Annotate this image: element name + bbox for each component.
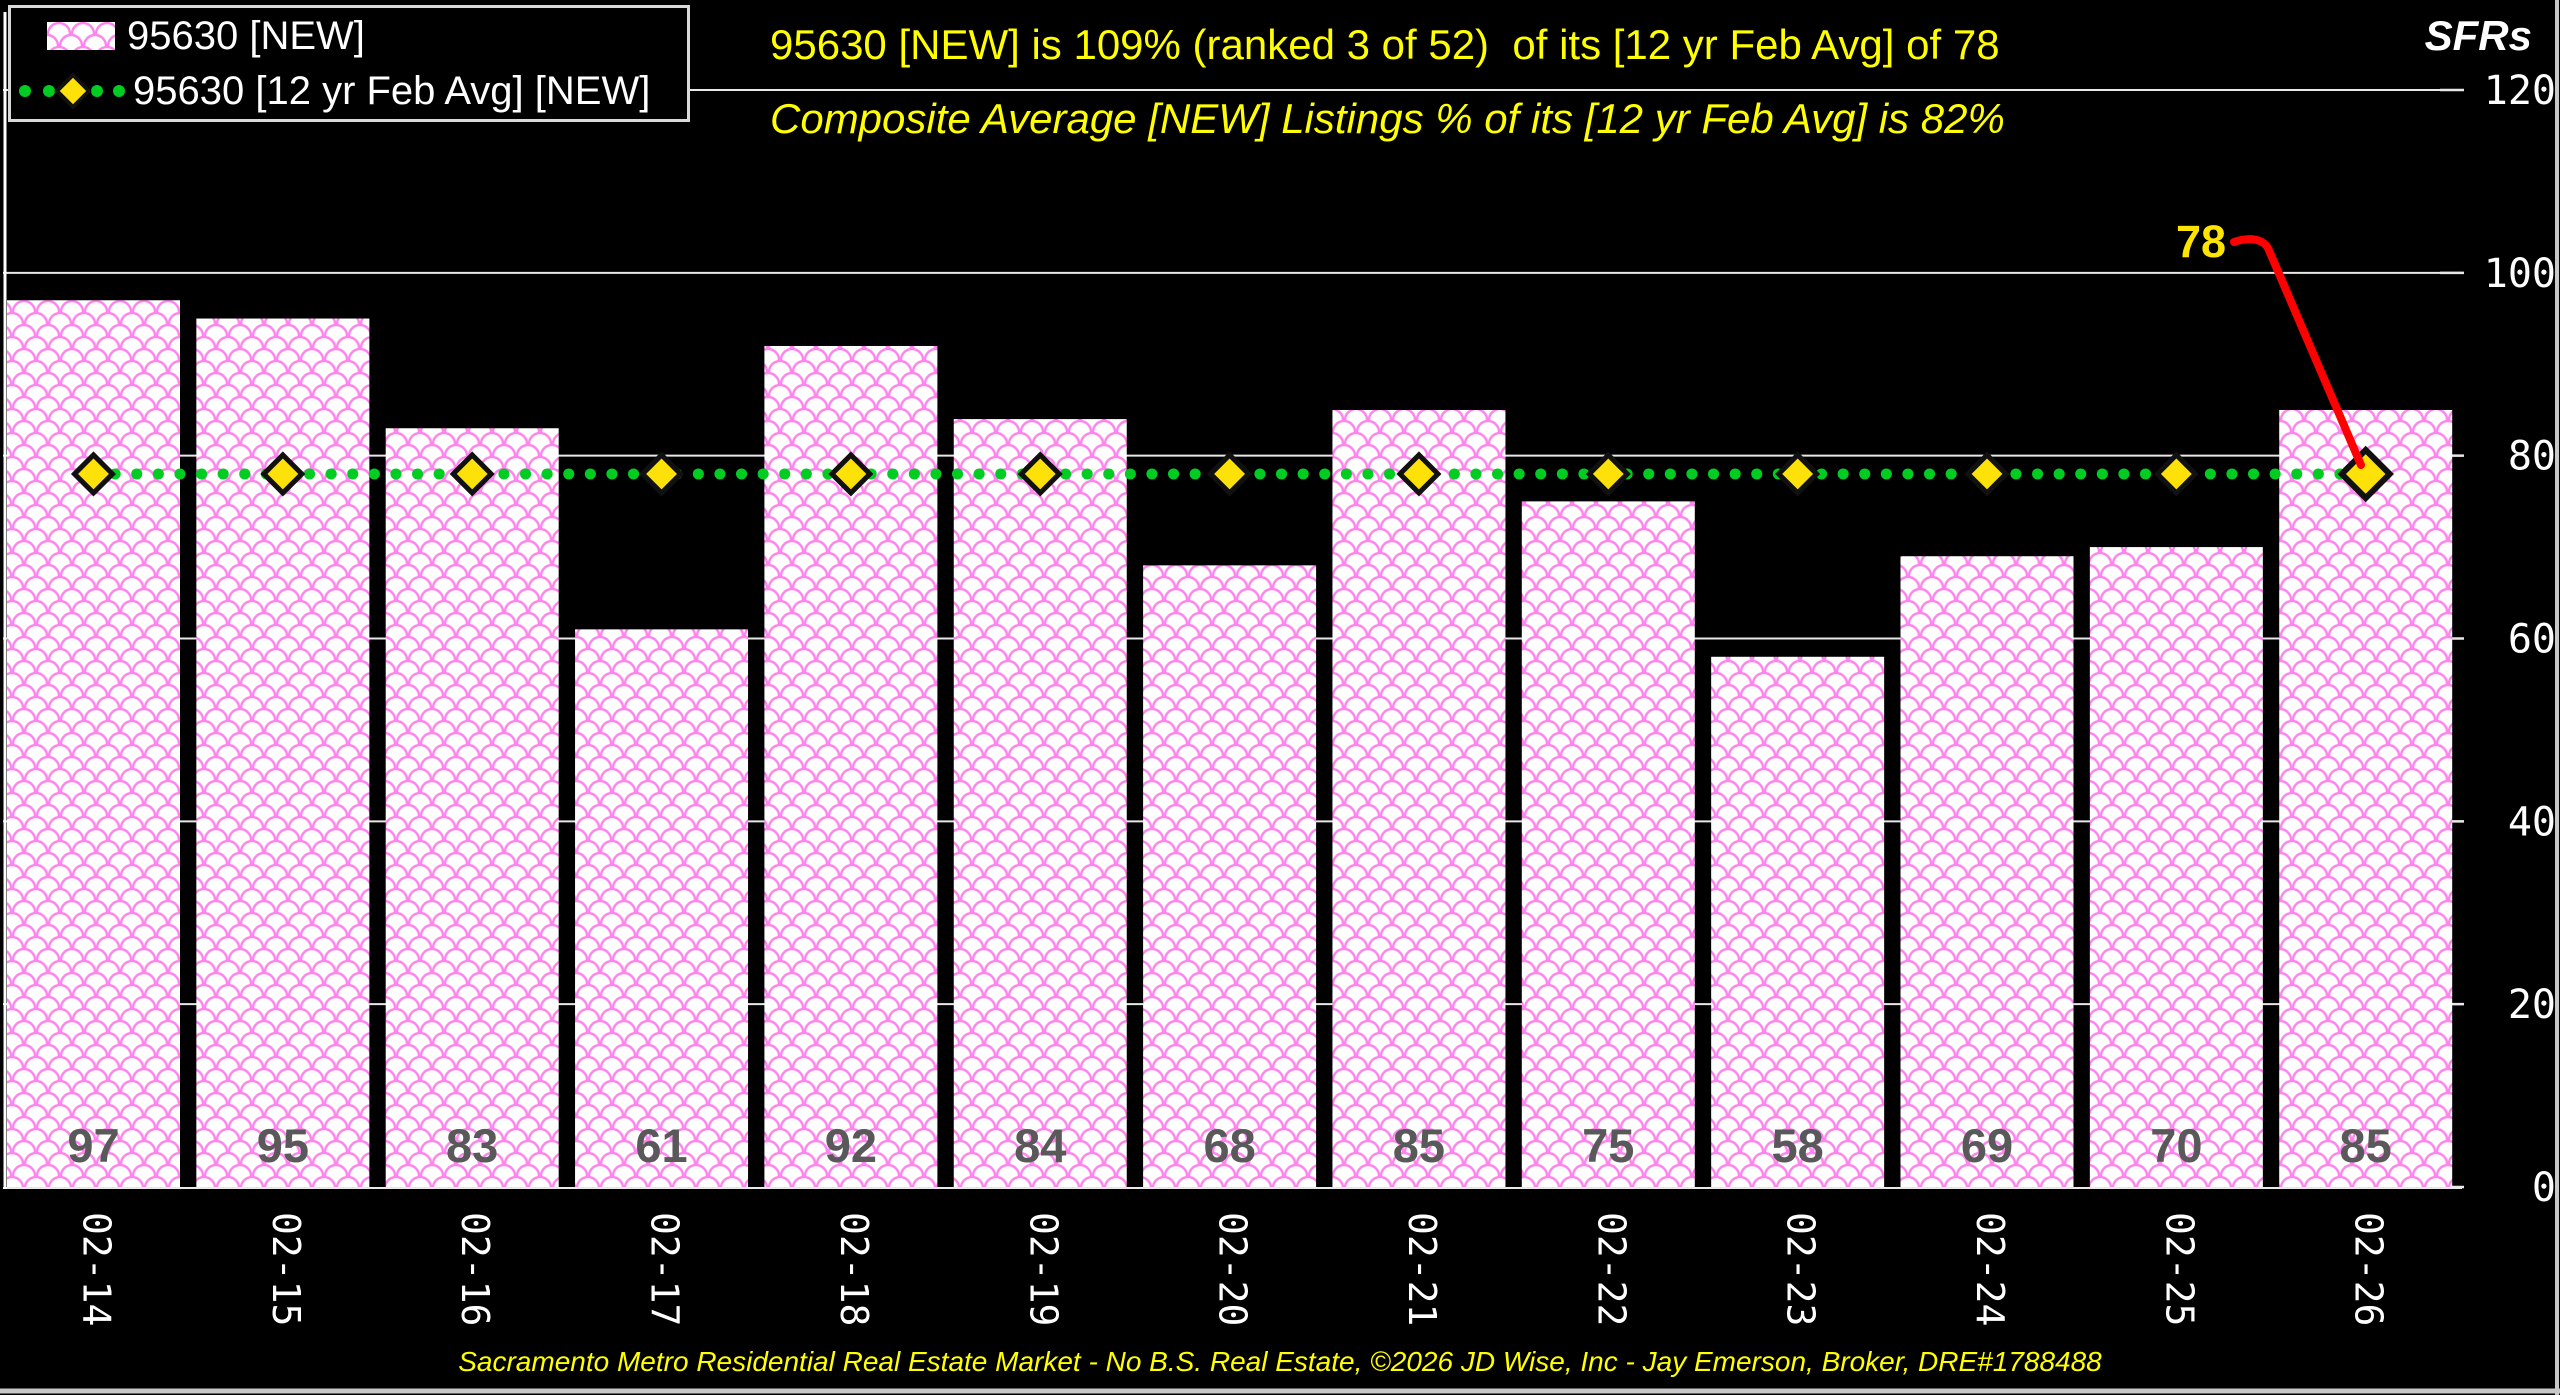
avg-marker (1017, 451, 1063, 497)
bar (1332, 409, 1506, 1187)
bar-value-label: 70 (2150, 1119, 2202, 1172)
avg-marker (1585, 451, 1631, 497)
bar-value-label: 95 (257, 1119, 309, 1172)
bar-value-label: 84 (1014, 1119, 1066, 1172)
y-axis-unit-label: SFRs (2424, 12, 2532, 59)
legend-row-avg-line: 95630 [12 yr Feb Avg] [NEW] (11, 63, 687, 118)
avg-marker (828, 451, 874, 497)
x-axis-label: 02-18 (832, 1212, 876, 1326)
y-axis-label: 120 (2484, 68, 2556, 114)
x-axis-label: 02-21 (1400, 1212, 1444, 1326)
bar-value-label: 68 (1203, 1119, 1255, 1172)
x-axis-label: 02-14 (75, 1212, 119, 1326)
bar-value-label: 85 (1393, 1119, 1445, 1172)
avg-marker (260, 451, 306, 497)
y-axis-label: 80 (2508, 434, 2556, 480)
x-axis-label: 02-15 (264, 1212, 308, 1326)
bar (1711, 656, 1885, 1187)
x-axis-label: 02-23 (1779, 1212, 1823, 1326)
callout-line (2230, 235, 2365, 469)
bar (1900, 556, 2074, 1187)
bar-value-label: 58 (1772, 1119, 1824, 1172)
bar-value-label: 75 (1582, 1119, 1634, 1172)
legend-row-bars: 95630 [NEW] (11, 8, 687, 63)
avg-marker (639, 451, 685, 497)
avg-marker (1964, 451, 2010, 497)
bar-value-label: 97 (67, 1119, 119, 1172)
chart-title: 95630 [NEW] is 109% (ranked 3 of 52) of … (770, 21, 2000, 68)
bar (385, 428, 559, 1187)
bar (7, 300, 180, 1188)
avg-marker (449, 451, 495, 497)
avg-marker (70, 451, 117, 497)
bar-value-label: 85 (2340, 1119, 2392, 1172)
bar (2089, 547, 2263, 1187)
x-axis-label: 02-24 (1968, 1212, 2012, 1326)
chart-subtitle: Composite Average [NEW] Listings % of it… (770, 95, 2005, 142)
x-axis-label: 02-25 (2157, 1212, 2201, 1326)
avg-line-marker-icon (19, 71, 125, 110)
bar (953, 419, 1127, 1188)
legend-series1-label: 95630 [NEW] (127, 13, 365, 58)
y-axis-label: 0 (2532, 1165, 2556, 1211)
avg-marker (2153, 451, 2199, 497)
bar-value-label: 83 (446, 1119, 498, 1172)
avg-marker (1775, 451, 1821, 497)
x-axis-label: 02-16 (453, 1212, 497, 1326)
x-axis-label: 02-20 (1211, 1212, 1255, 1326)
bar (1143, 565, 1317, 1187)
bar (2279, 409, 2453, 1187)
avg-callout-label: 78 (2175, 216, 2226, 267)
y-axis-label: 100 (2484, 251, 2556, 297)
bar-value-label: 69 (1961, 1119, 2013, 1172)
footer-credit: Sacramento Metro Residential Real Estate… (458, 1346, 2102, 1377)
bar (575, 629, 749, 1187)
y-axis-label: 20 (2508, 982, 2556, 1028)
y-axis-label: 60 (2508, 617, 2556, 663)
x-axis-label: 02-26 (2347, 1212, 2391, 1326)
avg-marker (1396, 451, 1442, 497)
x-axis-label: 02-22 (1589, 1212, 1633, 1326)
bar (196, 318, 370, 1188)
legend: 95630 [NEW] 95630 [12 yr Feb Avg] [NEW] (8, 5, 690, 122)
legend-series2-label: 95630 [12 yr Feb Avg] [NEW] (133, 68, 651, 113)
bar-pattern-swatch-icon (47, 21, 115, 50)
avg-marker (1207, 451, 1253, 497)
x-axis-label: 02-17 (643, 1212, 687, 1326)
bar-value-label: 92 (825, 1119, 877, 1172)
x-axis-label: 02-19 (1021, 1212, 1065, 1326)
bar (1521, 501, 1695, 1187)
bar-value-label: 61 (635, 1119, 687, 1172)
y-axis-label: 40 (2508, 799, 2556, 845)
